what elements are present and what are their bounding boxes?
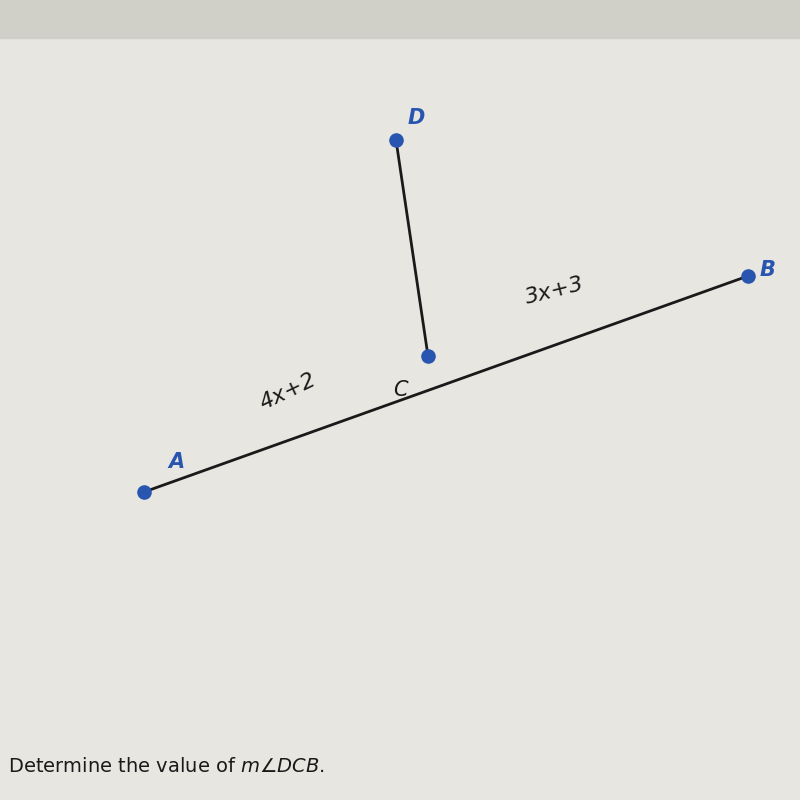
Text: D: D (408, 108, 426, 128)
Text: A: A (168, 452, 184, 472)
Point (138, 486, 150, 498)
Text: 3x+3: 3x+3 (523, 274, 586, 308)
Text: C: C (394, 380, 408, 400)
Point (742, 270, 754, 282)
Text: 4x+2: 4x+2 (257, 370, 319, 414)
Text: B: B (760, 259, 776, 280)
Text: Determine the value of $m\angle DCB$.: Determine the value of $m\angle DCB$. (8, 757, 325, 776)
Bar (0, 0, 800, 38)
Point (422, 350, 434, 362)
Point (390, 134, 402, 146)
